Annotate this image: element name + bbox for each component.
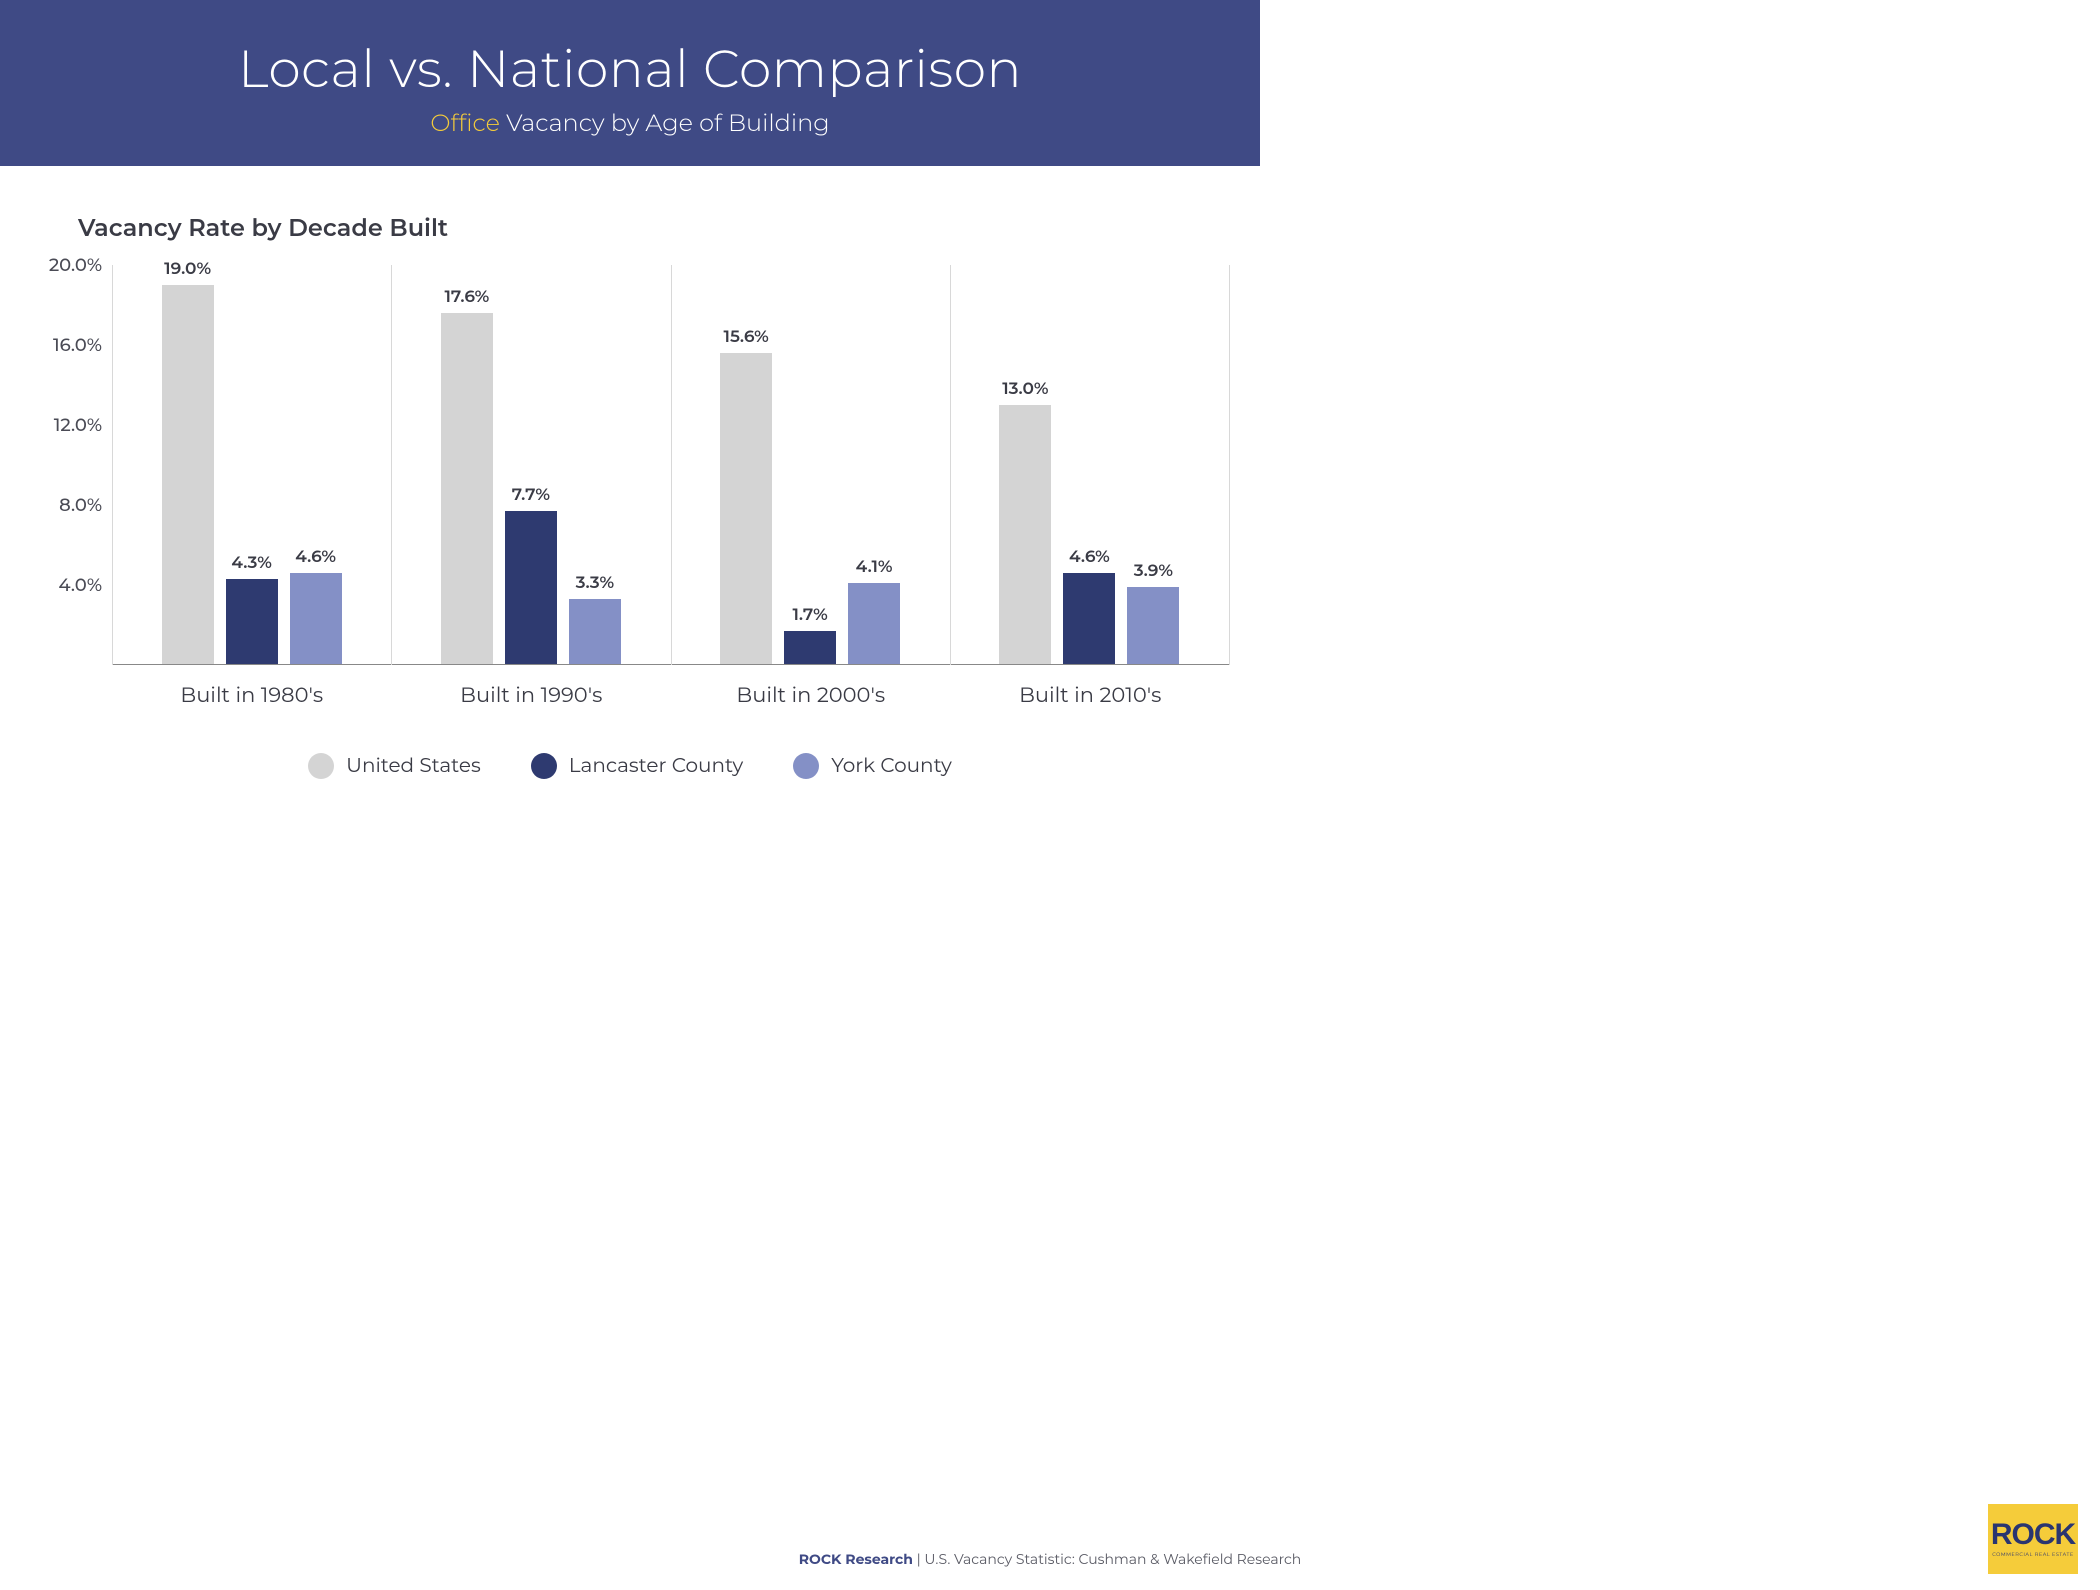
y-axis: 4.0%8.0%12.0%16.0%20.0% [30,265,112,665]
x-axis: Built in 1980'sBuilt in 1990'sBuilt in 2… [112,665,1230,708]
bar-value-label: 1.7% [792,605,827,625]
legend-swatch [793,753,819,779]
bar-value-label: 4.6% [295,547,336,567]
main-title: Local vs. National Comparison [0,38,1260,101]
legend: United States Lancaster County York County [30,753,1230,779]
bar-value-label: 4.6% [1069,547,1110,567]
legend-swatch [531,753,557,779]
bar: 15.6% [720,353,772,665]
legend-label: Lancaster County [569,754,743,778]
bar: 3.9% [1127,587,1179,665]
x-category-label: Built in 2010's [951,665,1231,708]
legend-item: Lancaster County [531,753,743,779]
bar-value-label: 7.7% [512,485,550,505]
y-tick-label: 8.0% [59,494,102,516]
legend-swatch [308,753,334,779]
bar-value-label: 15.6% [723,327,768,347]
bar: 4.6% [1063,573,1115,665]
logo-subtext: COMMERCIAL REAL ESTATE [1992,1552,2073,1558]
header-banner: Local vs. National Comparison Office Vac… [0,0,1260,166]
grid-vline [1229,265,1230,665]
rock-logo: ROCK COMMERCIAL REAL ESTATE [1988,1504,2078,1574]
grid-vline [671,265,672,665]
bar: 4.3% [226,579,278,665]
chart-area: Vacancy Rate by Decade Built 4.0% 8.0% 12.… [0,166,1260,779]
bar: 13.0% [999,405,1051,665]
bar-value-label: 3.9% [1134,561,1173,581]
plot-region: 19.0%4.3%4.6%17.6%7.7%3.3%15.6%1.7%4.1%1… [112,265,1230,665]
grid-vline [950,265,951,665]
bar-group: 15.6% 1.7% 4.1% [671,265,950,665]
bar-value-label: 4.1% [856,557,893,577]
legend-label: United States [346,754,481,778]
chart-title: Vacancy Rate by Decade Built [78,214,1230,243]
y-tick-label: 16.0% [53,334,102,356]
grid-vline [391,265,392,665]
footer-credit: ROCK Research | U.S. Vacancy Statistic: … [0,1550,2100,1568]
bar-group: 19.0%4.3%4.6% [112,265,391,665]
bar-group: 13.0%4.6%3.9% [950,265,1229,665]
legend-item: York County [793,753,952,779]
legend-label: York County [831,754,952,778]
subtitle-highlight: Office [430,109,500,138]
subtitle-rest: Vacancy by Age of Building [500,109,830,138]
bar: 1.7% [784,631,836,665]
bar-value-label: 13.0% [1002,379,1048,399]
x-category-label: Built in 1990's [392,665,672,708]
bar-group: 17.6%7.7%3.3% [391,265,670,665]
y-tick-label: 4.0% [59,574,102,596]
bar: 4.1% [848,583,900,665]
bar: 17.6% [441,313,493,665]
x-category-label: Built in 2000's [671,665,951,708]
bar-value-label: 17.6% [444,287,489,307]
x-category-label: Built in 1980's [112,665,392,708]
grid-vline [112,265,113,665]
logo-text: ROCK [1991,1520,2075,1550]
plot-wrap: 4.0%8.0%12.0%16.0%20.0% 19.0%4.3%4.6%17.… [30,265,1230,665]
bar: 3.3% [569,599,621,665]
bar-value-label: 3.3% [576,573,615,593]
footer-bold: ROCK Research [799,1550,913,1568]
bar: 4.6% [290,573,342,665]
y-tick-label: 20.0% [49,254,102,276]
legend-item: United States [308,753,481,779]
bar-value-label: 4.3% [231,553,272,573]
subtitle: Office Vacancy by Age of Building [0,109,1260,138]
y-tick-label: 12.0% [54,414,102,436]
bar: 19.0% [162,285,214,665]
bar-value-label: 19.0% [164,259,211,279]
footer-rest: | U.S. Vacancy Statistic: Cushman & Wake… [913,1550,1301,1568]
bar: 7.7% [505,511,557,665]
